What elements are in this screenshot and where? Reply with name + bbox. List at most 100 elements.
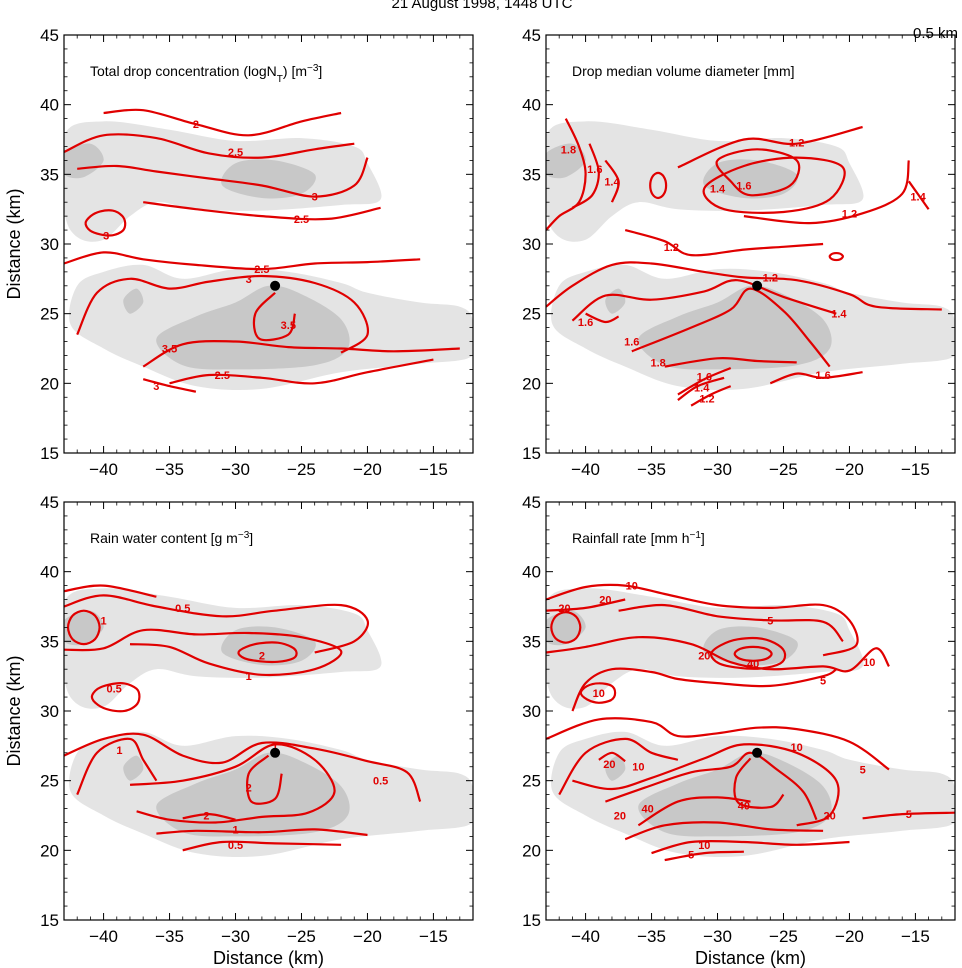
dark-shade-south bbox=[638, 285, 832, 370]
contour-line bbox=[546, 118, 587, 231]
contour-label: 1.4 bbox=[910, 192, 926, 204]
contour-line bbox=[182, 840, 342, 852]
contour-label: 3.5 bbox=[281, 320, 296, 332]
contour-line bbox=[664, 357, 797, 368]
x-tick-label: −35 bbox=[637, 927, 666, 946]
contour-line bbox=[76, 737, 158, 796]
x-tick-label: −25 bbox=[769, 927, 798, 946]
contour-label: 1.4 bbox=[604, 176, 620, 188]
contour-label: 1.4 bbox=[831, 309, 847, 321]
contour-label: 2 bbox=[193, 119, 199, 131]
contour-line bbox=[715, 148, 801, 197]
x-axis-title: Distance (km) bbox=[213, 948, 324, 968]
contour-label: 20 bbox=[558, 603, 570, 615]
y-axis-title: Distance (km) bbox=[4, 188, 24, 299]
contour-line bbox=[637, 796, 751, 827]
contour-label: 3 bbox=[312, 192, 318, 204]
height-label: 0.5 km bbox=[913, 25, 958, 42]
dark-shade-west bbox=[546, 610, 586, 646]
contour-label: 10 bbox=[698, 840, 710, 852]
x-tick-label: −40 bbox=[89, 460, 118, 479]
contour-line bbox=[733, 757, 785, 809]
contour-line bbox=[246, 754, 283, 805]
y-tick-label: 40 bbox=[522, 563, 541, 582]
contour-line bbox=[142, 378, 197, 393]
contour-label: 10 bbox=[593, 688, 605, 700]
plot-frame bbox=[545, 34, 956, 454]
y-tick-label: 15 bbox=[40, 444, 59, 463]
contour-label: 1.6 bbox=[697, 371, 712, 383]
x-tick-label: −30 bbox=[221, 460, 250, 479]
contour-line bbox=[129, 743, 336, 824]
contour-line bbox=[598, 751, 626, 763]
contour-line bbox=[649, 171, 668, 200]
x-tick-label: −20 bbox=[835, 927, 864, 946]
contour-line bbox=[103, 108, 342, 137]
location-marker bbox=[752, 747, 763, 758]
x-tick-label: −30 bbox=[703, 927, 732, 946]
contour-label: 1.6 bbox=[815, 370, 830, 382]
contour-label: 3 bbox=[246, 274, 252, 286]
y-tick-label: 35 bbox=[522, 165, 541, 184]
contour-label: 2 bbox=[203, 811, 209, 823]
contour-label: 20 bbox=[698, 650, 710, 662]
contour-label: 1.2 bbox=[763, 272, 778, 284]
contour-line bbox=[143, 201, 381, 221]
y-tick-label: 25 bbox=[522, 305, 541, 324]
contour-line bbox=[733, 645, 773, 662]
y-tick-label: 25 bbox=[40, 305, 59, 324]
y-tick-label: 15 bbox=[522, 911, 541, 930]
contour-line bbox=[64, 594, 370, 654]
contour-label: 0.5 bbox=[373, 776, 388, 788]
contour-label: 10 bbox=[863, 657, 875, 669]
x-tick-label: −15 bbox=[901, 927, 930, 946]
x-tick-label: −30 bbox=[221, 927, 250, 946]
contour-label: 10 bbox=[632, 762, 644, 774]
contour-line bbox=[546, 598, 626, 612]
x-tick-label: −40 bbox=[89, 927, 118, 946]
contour-label: 1.4 bbox=[710, 183, 726, 195]
x-tick-label: −35 bbox=[155, 460, 184, 479]
y-tick-label: 30 bbox=[40, 235, 59, 254]
contour-line bbox=[237, 641, 298, 664]
contour-label: 5 bbox=[860, 765, 866, 777]
contour-label: 5 bbox=[820, 675, 826, 687]
x-tick-label: −15 bbox=[419, 460, 448, 479]
contour-label: 2.5 bbox=[294, 214, 309, 226]
x-tick-label: −40 bbox=[571, 927, 600, 946]
contour-label: 20 bbox=[599, 595, 611, 607]
y-tick-label: 35 bbox=[40, 632, 59, 651]
contour-label: 5 bbox=[906, 809, 912, 821]
location-marker bbox=[270, 747, 281, 758]
panel-2: 1.81.61.41.4 1.61.21.21.41.21.21.41.61.61… bbox=[522, 26, 956, 479]
dark-shade-south bbox=[156, 752, 350, 837]
contour-line bbox=[677, 125, 863, 169]
dark-shade-west bbox=[64, 143, 104, 179]
plot-area: 10 20 20 5 10 20 40 5 10 5 10 20 10 20 40 40 20 10 5 5 bbox=[546, 581, 955, 862]
y-tick-label: 20 bbox=[40, 841, 59, 860]
panel-3: 0.51120.50.5112210.5−40−35−30−25−20−1515… bbox=[4, 493, 474, 968]
contour-line bbox=[571, 143, 600, 209]
contour-line bbox=[677, 366, 732, 396]
contour-label: 1.6 bbox=[624, 337, 639, 349]
contour-line bbox=[862, 811, 955, 820]
x-tick-label: −30 bbox=[703, 460, 732, 479]
panel-title: Drop median volume diameter [mm] bbox=[572, 63, 795, 79]
y-tick-label: 30 bbox=[522, 702, 541, 721]
contour-line bbox=[252, 292, 296, 342]
contour-line bbox=[550, 610, 582, 644]
contour-line bbox=[624, 229, 824, 257]
contour-line bbox=[84, 209, 127, 237]
location-marker bbox=[752, 280, 763, 291]
contour-label: 1 bbox=[101, 615, 107, 627]
contour-label: 1.6 bbox=[587, 164, 602, 176]
contour-label: 3.5 bbox=[162, 344, 177, 356]
contour-line bbox=[169, 358, 434, 385]
contour-line bbox=[66, 609, 101, 646]
contour-label: 1.2 bbox=[664, 242, 679, 254]
contour-line bbox=[546, 636, 890, 673]
contour-label: 40 bbox=[747, 659, 759, 671]
contour-line bbox=[90, 682, 141, 713]
contour-line bbox=[907, 180, 930, 210]
contour-label: 2.5 bbox=[254, 264, 269, 276]
